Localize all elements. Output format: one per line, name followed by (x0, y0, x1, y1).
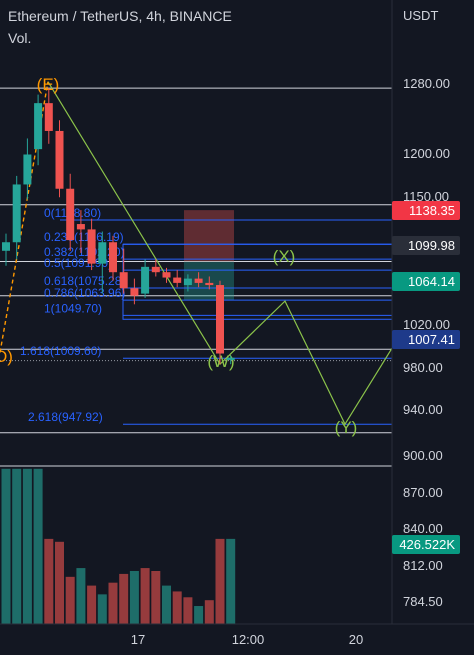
stop-zone-box (184, 210, 234, 262)
volume-bar (12, 468, 22, 624)
candle-body (109, 242, 117, 273)
currency-label: USDT (403, 8, 438, 23)
candle-body (98, 242, 107, 264)
candle-body (216, 285, 224, 354)
volume-bar (22, 468, 32, 624)
elliott-wave-e-leg (0, 81, 49, 353)
price-tag-box (392, 236, 460, 255)
fib-level-label: 0.786(1063.96) (44, 286, 125, 300)
price-tag-label: 1138.35 (409, 203, 455, 218)
candle-body (162, 272, 171, 278)
candle-body (66, 188, 75, 241)
price-tag-label: 1064.14 (408, 274, 455, 289)
time-tick-label: 20 (349, 632, 363, 647)
candle-body (173, 277, 182, 283)
price-tag-box (392, 330, 460, 349)
candle-body (2, 242, 10, 251)
time-tick-label: 17 (131, 632, 145, 647)
candle-body (12, 184, 21, 243)
wave-label: (W) (207, 352, 234, 371)
fib-outline (122, 243, 393, 320)
price-tick-label: 1150.00 (403, 189, 449, 204)
candle-body (183, 278, 192, 286)
volume-bar (204, 600, 214, 624)
price-tick-label: 940.00 (403, 402, 443, 417)
volume-bar (119, 573, 129, 624)
price-tick-label: 980.00 (403, 360, 443, 375)
candle-body (141, 266, 150, 294)
candle-body (23, 154, 32, 185)
elliott-wave-path (47, 81, 393, 426)
candle-body (130, 288, 139, 296)
fib-level-label: 1.618(1009.60) (20, 344, 101, 358)
wave-label: D) (0, 347, 13, 366)
candle-body (55, 130, 64, 189)
volume-tick-label: 812.00 (403, 558, 443, 573)
candle-body (87, 229, 96, 264)
price-tick-label: 1200.00 (403, 146, 450, 161)
fib-level-label: 1(1049.70) (44, 301, 102, 315)
fib-level-label: 0.618(1075.28) (44, 274, 125, 288)
price-tag-box (392, 201, 460, 220)
fib-level-label: 0.236(1116.19) (44, 230, 124, 244)
fib-level-label: 2.618(947.92) (28, 410, 103, 424)
wave-label: (E) (37, 75, 60, 94)
volume-bar (33, 468, 43, 624)
volume-bar (44, 538, 54, 624)
volume-bar (55, 541, 64, 624)
volume-bar (151, 571, 161, 624)
price-tick-label: 1020.00 (403, 317, 450, 332)
price-tag-box (392, 272, 460, 291)
candle-body (194, 278, 203, 283)
price-tick-label: 900.00 (403, 448, 443, 463)
chart-title: Ethereum / TetherUS, 4h, BINANCE (8, 8, 232, 24)
price-tag-label: 1099.98 (408, 238, 455, 253)
wave-label: (X) (273, 247, 296, 266)
volume-tick-label: 784.50 (403, 594, 443, 609)
price-tag-label: 1007.41 (408, 332, 455, 347)
wave-label: (Y) (335, 418, 358, 437)
volume-bar (215, 538, 225, 624)
candle-body (205, 282, 214, 286)
volume-bar (194, 606, 204, 624)
candle-body (34, 103, 43, 150)
candle-body (76, 224, 85, 230)
candle-body (44, 103, 53, 131)
volume-bar (97, 594, 107, 624)
volume-bar (140, 568, 150, 624)
price-tick-label: 1280.00 (403, 76, 450, 91)
volume-tick-label: 840.00 (403, 521, 443, 536)
volume-bar (226, 538, 236, 624)
volume-bar (1, 468, 11, 624)
candle-body (226, 357, 235, 360)
volume-tick-label: 870.00 (403, 485, 443, 500)
volume-bar (87, 585, 97, 624)
volume-bar (162, 585, 171, 624)
volume-bar (108, 582, 118, 624)
volume-bar (183, 597, 193, 624)
volume-bar (129, 571, 139, 624)
candle-body (151, 266, 160, 273)
price-tag-label: 426.522K (399, 537, 455, 552)
volume-bar (65, 576, 75, 624)
price-tag-box (392, 535, 460, 554)
candle-body (119, 272, 128, 289)
volume-label: Vol. (8, 30, 32, 46)
volume-bar (172, 591, 182, 624)
volume-bar (76, 568, 86, 624)
time-tick-label: 12:00 (232, 632, 265, 647)
